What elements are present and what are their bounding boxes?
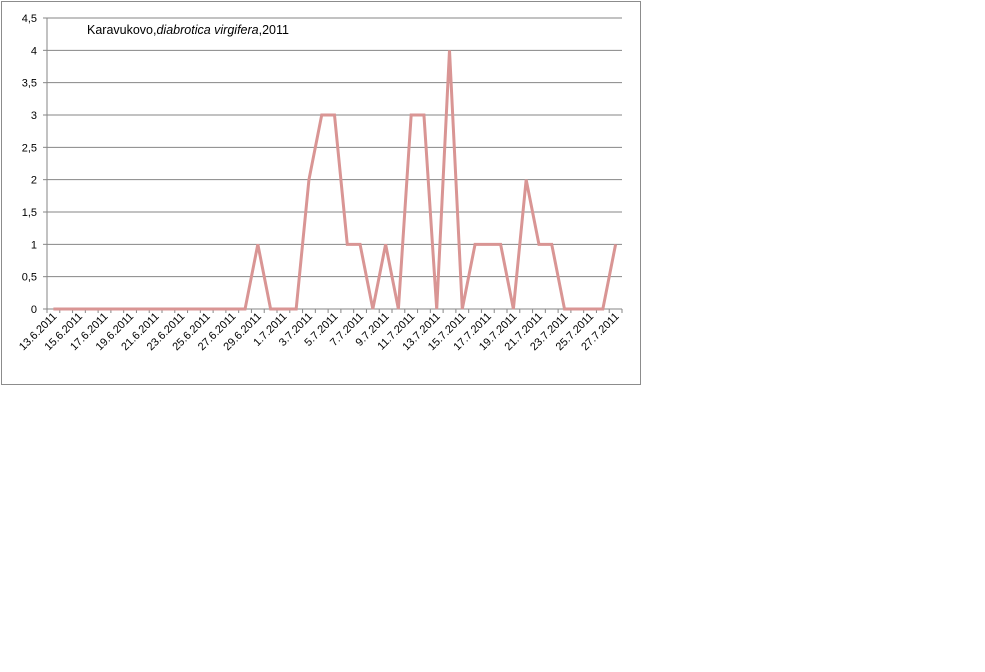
data-point xyxy=(65,308,68,311)
series-line xyxy=(53,50,618,311)
data-point xyxy=(550,243,553,246)
data-point xyxy=(601,308,604,311)
y-tick-label: 0,5 xyxy=(22,272,37,284)
data-point xyxy=(448,49,451,52)
data-point xyxy=(244,308,247,311)
data-point xyxy=(295,308,298,311)
data-point xyxy=(154,308,157,311)
y-tick-label: 1 xyxy=(31,239,37,251)
data-point xyxy=(563,308,566,311)
y-tick-label: 3 xyxy=(31,110,37,122)
data-point xyxy=(537,243,540,246)
data-point xyxy=(499,243,502,246)
chart-title-species: diabrotica virgifera xyxy=(156,23,258,37)
data-point xyxy=(129,308,132,311)
data-point xyxy=(205,308,208,311)
data-point xyxy=(422,114,425,117)
data-point xyxy=(52,308,55,311)
data-point xyxy=(77,308,80,311)
data-point xyxy=(141,308,144,311)
y-tick-label: 4,5 xyxy=(22,13,37,25)
data-point xyxy=(269,308,272,311)
data-point xyxy=(589,308,592,311)
data-point xyxy=(282,308,285,311)
data-point xyxy=(116,308,119,311)
data-point xyxy=(384,243,387,246)
data-point xyxy=(614,243,617,246)
data-point xyxy=(90,308,93,311)
data-point xyxy=(333,114,336,117)
data-point xyxy=(346,243,349,246)
chart-frame: 0 0,5 1 1,5 2 2,5 3 3,5 4 4,5 13.6.2011 15.6.2011 1… xyxy=(1,1,641,385)
data-point xyxy=(218,308,221,311)
y-tick-label: 0 xyxy=(31,304,37,316)
y-tick-label: 4 xyxy=(31,45,37,57)
data-point xyxy=(371,308,374,311)
line-chart: 0 0,5 1 1,5 2 2,5 3 3,5 4 4,5 13.6.201115.6.20111… xyxy=(17,13,623,353)
y-tick-label: 2 xyxy=(31,175,37,187)
data-point xyxy=(307,178,310,181)
axes xyxy=(46,18,622,310)
y-axis-ticks: 0 0,5 1 1,5 2 2,5 3 3,5 4 4,5 xyxy=(22,13,47,316)
data-point xyxy=(320,114,323,117)
data-point xyxy=(231,308,234,311)
data-point xyxy=(474,243,477,246)
data-point xyxy=(359,243,362,246)
y-tick-label: 2,5 xyxy=(22,142,37,154)
y-tick-label: 1,5 xyxy=(22,207,37,219)
gridlines xyxy=(47,17,622,278)
data-point xyxy=(256,243,259,246)
data-point xyxy=(486,243,489,246)
data-point xyxy=(180,308,183,311)
chart-title: Karavukovo,diabrotica virgifera,2011 xyxy=(87,23,289,37)
data-point xyxy=(192,308,195,311)
data-point xyxy=(167,308,170,311)
data-point xyxy=(461,308,464,311)
chart-title-year: ,2011 xyxy=(259,23,289,37)
y-tick-label: 3,5 xyxy=(22,78,37,90)
series-layer xyxy=(52,49,618,311)
data-point xyxy=(525,178,528,181)
data-point xyxy=(103,308,106,311)
data-point xyxy=(435,308,438,311)
data-point xyxy=(397,308,400,311)
data-point xyxy=(576,308,579,311)
x-axis-ticks: 13.6.201115.6.201117.6.201119.6.201121.6… xyxy=(17,309,623,353)
data-point xyxy=(512,308,515,311)
data-point xyxy=(410,114,413,117)
chart-title-part1: Karavukovo, xyxy=(87,23,156,37)
